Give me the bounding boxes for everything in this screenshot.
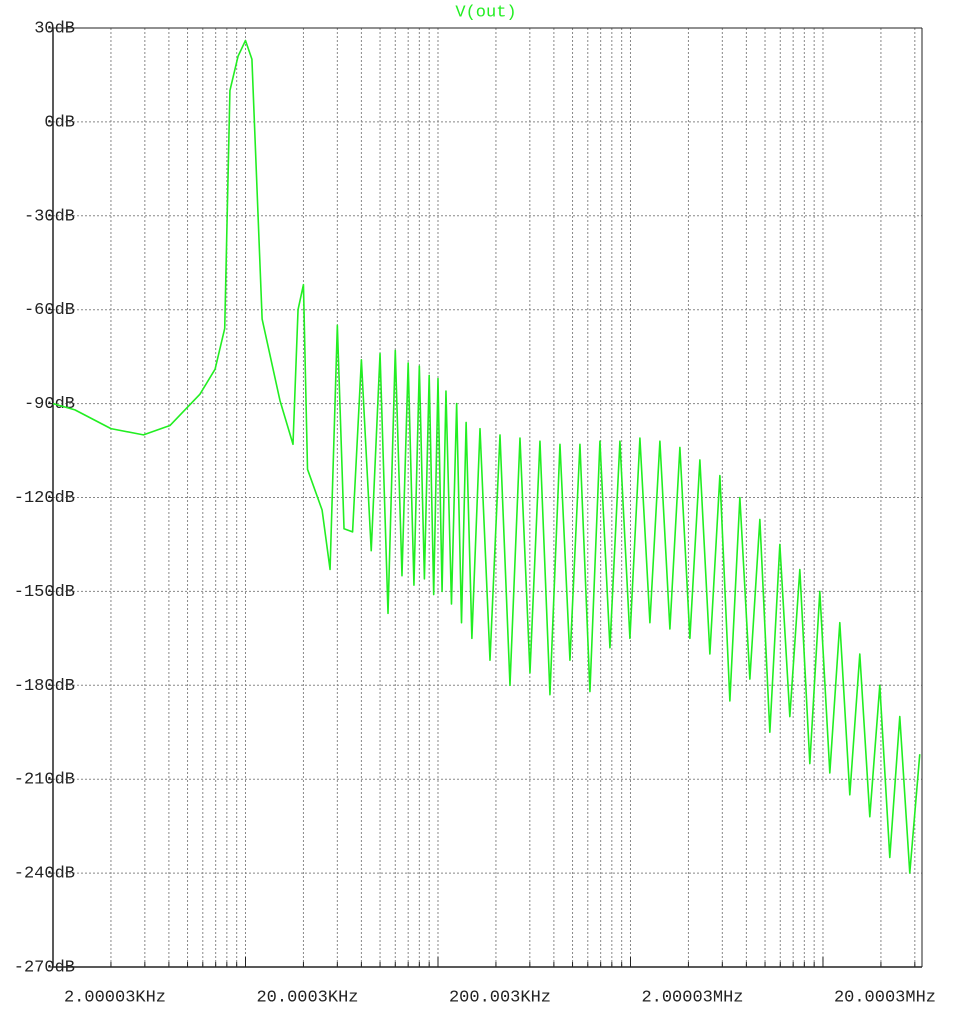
y-tick-label: -30dB	[24, 207, 75, 226]
y-tick-label: -180dB	[14, 677, 75, 696]
y-tick-label: 0dB	[44, 113, 75, 132]
x-tick-label: 200.003KHz	[449, 988, 551, 1007]
chart-title: V(out)	[455, 3, 516, 22]
y-tick-label: 30dB	[34, 19, 75, 38]
y-tick-label: -90dB	[24, 395, 75, 414]
x-tick-label: 20.0003MHz	[834, 988, 936, 1007]
y-tick-label: -270dB	[14, 958, 75, 977]
x-tick-label: 2.00003MHz	[641, 988, 743, 1007]
series-line	[52, 39, 921, 874]
y-tick-label: -240dB	[14, 865, 75, 884]
y-tick-label: -120dB	[14, 489, 75, 508]
x-tick-label: 2.00003KHz	[64, 988, 166, 1007]
y-tick-label: -210dB	[14, 771, 75, 790]
y-tick-label: -150dB	[14, 583, 75, 602]
x-tick-label: 20.0003KHz	[256, 988, 358, 1007]
y-tick-label: -60dB	[24, 301, 75, 320]
